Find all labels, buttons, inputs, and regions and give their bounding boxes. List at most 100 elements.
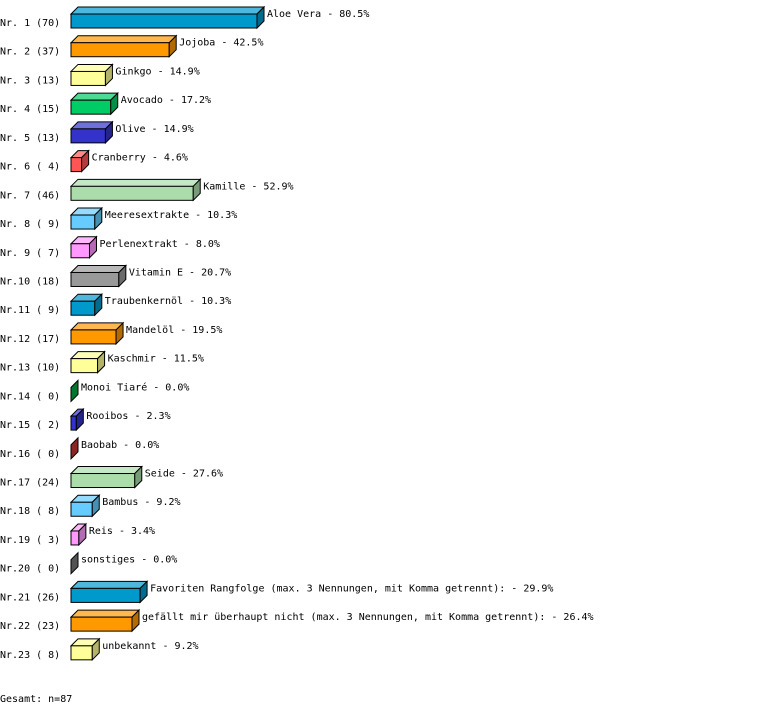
- bar-value-label: Ginkgo - 14.9%: [115, 66, 199, 77]
- bar-front: [70, 358, 99, 374]
- row-rank-label: Nr. 2 (37): [0, 47, 60, 58]
- bar-side: [81, 149, 90, 173]
- row-rank-label: Nr.15 ( 2): [0, 420, 60, 431]
- bar-side: [70, 551, 79, 575]
- bar-value-label: Baobab - 0.0%: [81, 440, 159, 451]
- bar-value-label: Jojoba - 42.5%: [179, 38, 263, 49]
- bar-side: [256, 5, 265, 30]
- bar-top: [69, 580, 149, 589]
- bar-front: [70, 415, 77, 431]
- row-rank-label: Nr.21 (26): [0, 592, 60, 603]
- bar-side: [139, 580, 148, 604]
- bar-side: [134, 465, 143, 489]
- bar-value-label: Kaschmir - 11.5%: [108, 354, 204, 365]
- row-rank-label: Nr. 3 (13): [0, 75, 60, 86]
- bar-side: [115, 321, 124, 346]
- bar-side: [75, 407, 84, 432]
- row-rank-label: Nr.12 (17): [0, 334, 60, 345]
- row-rank-label: Nr.18 ( 8): [0, 506, 60, 517]
- bar-side: [78, 522, 87, 547]
- bar-front: [70, 530, 80, 546]
- row-rank-label: Nr. 7 (46): [0, 190, 60, 201]
- row-rank-label: Nr. 6 ( 4): [0, 162, 60, 173]
- bar-top: [69, 609, 141, 618]
- bar-value-label: Olive - 14.9%: [115, 124, 193, 135]
- bar-front: [70, 70, 106, 86]
- bar-side: [97, 350, 106, 374]
- bar-value-label: Vitamin E - 20.7%: [129, 267, 231, 278]
- bar-value-label: Rooibos - 2.3%: [86, 411, 170, 422]
- row-rank-label: Nr. 1 (70): [0, 18, 60, 29]
- bar-front: [70, 300, 96, 316]
- row-rank-label: Nr.17 (24): [0, 478, 60, 489]
- bar-value-label: Perlenextrakt - 8.0%: [99, 239, 219, 250]
- bar-top: [69, 466, 143, 475]
- footer-total: Gesamt: n=87: [0, 694, 72, 705]
- bar-top: [69, 35, 178, 44]
- bar-front: [70, 157, 83, 173]
- bar-side: [104, 120, 113, 145]
- bar-front: [70, 99, 112, 115]
- bar-top: [69, 264, 128, 273]
- bar-front: [70, 501, 93, 517]
- bar-value-label: Traubenkernöl - 10.3%: [105, 296, 231, 307]
- bar-side: [70, 379, 79, 403]
- bar-side: [91, 494, 100, 518]
- bar-front: [70, 587, 141, 603]
- bar-side: [104, 63, 113, 87]
- bar-top: [69, 92, 119, 101]
- bar-front: [70, 329, 117, 345]
- bar-value-label: Favoriten Rangfolge (max. 3 Nennungen, m…: [150, 583, 553, 594]
- bar-top: [69, 322, 125, 331]
- row-rank-label: Nr.10 (18): [0, 276, 60, 287]
- bar-front: [70, 42, 170, 58]
- bar-side: [131, 608, 140, 633]
- bar-front: [70, 243, 90, 259]
- row-rank-label: Nr.14 ( 0): [0, 391, 60, 402]
- bar-side: [94, 206, 103, 231]
- row-rank-label: Nr.20 ( 0): [0, 564, 60, 575]
- bar-value-label: Mandelöl - 19.5%: [126, 325, 222, 336]
- bar-top: [69, 6, 266, 15]
- bar-side: [168, 34, 177, 58]
- bar-value-label: Bambus - 9.2%: [102, 497, 180, 508]
- row-rank-label: Nr. 5 (13): [0, 133, 60, 144]
- row-rank-label: Nr.19 ( 3): [0, 535, 60, 546]
- bar-value-label: Cranberry - 4.6%: [92, 153, 188, 164]
- row-rank-label: Nr. 9 ( 7): [0, 248, 60, 259]
- row-rank-label: Nr.22 (23): [0, 621, 60, 632]
- bar-value-label: gefällt mir überhaupt nicht (max. 3 Nenn…: [142, 612, 594, 623]
- bar-value-label: Meeresextrakte - 10.3%: [105, 210, 237, 221]
- bar-value-label: unbekannt - 9.2%: [102, 641, 198, 652]
- bar-value-label: Seide - 27.6%: [145, 469, 223, 480]
- row-rank-label: Nr.23 ( 8): [0, 650, 60, 661]
- bar-value-label: Monoi Tiaré - 0.0%: [81, 381, 189, 393]
- bar-side: [88, 235, 97, 259]
- bar-side: [70, 436, 79, 461]
- bar-side: [192, 178, 201, 202]
- bar-side: [94, 292, 103, 317]
- bar-front: [70, 271, 120, 287]
- bar-side: [118, 264, 127, 288]
- bar-side: [110, 91, 119, 116]
- bar-top: [69, 178, 202, 187]
- bar-side: [91, 637, 100, 662]
- bar-value-label: Aloe Vera - 80.5%: [267, 9, 369, 20]
- bar-value-label: Reis - 3.4%: [89, 526, 155, 537]
- bar-value-label: sonstiges - 0.0%: [81, 555, 177, 566]
- bar-front: [70, 645, 93, 661]
- bar-front: [70, 214, 96, 230]
- bar-value-label: Kamille - 52.9%: [203, 181, 293, 192]
- bar-front: [70, 128, 106, 144]
- row-rank-label: Nr. 4 (15): [0, 104, 60, 115]
- row-rank-label: Nr. 8 ( 9): [0, 219, 60, 230]
- row-rank-label: Nr.11 ( 9): [0, 305, 60, 316]
- row-rank-label: Nr.16 ( 0): [0, 449, 60, 460]
- bar-front: [70, 473, 136, 489]
- bar-front: [70, 13, 258, 29]
- bar-front: [70, 616, 133, 632]
- row-rank-label: Nr.13 (10): [0, 363, 60, 374]
- bar-front: [70, 185, 194, 201]
- bar-value-label: Avocado - 17.2%: [121, 95, 211, 106]
